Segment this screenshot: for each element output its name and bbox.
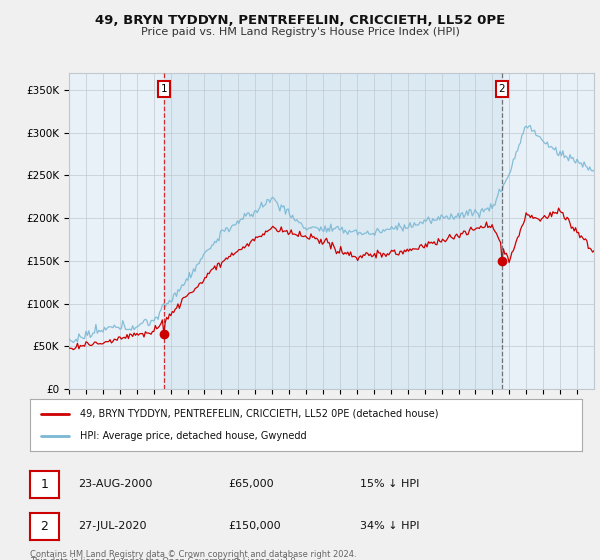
Text: 23-AUG-2000: 23-AUG-2000 (78, 479, 152, 489)
Text: £65,000: £65,000 (228, 479, 274, 489)
Bar (164, 73, 502, 389)
Text: 49, BRYN TYDDYN, PENTREFELIN, CRICCIETH, LL52 0PE (detached house): 49, BRYN TYDDYN, PENTREFELIN, CRICCIETH,… (80, 409, 438, 419)
Text: 27-JUL-2020: 27-JUL-2020 (78, 521, 146, 531)
Text: 2: 2 (499, 84, 505, 94)
Text: 34% ↓ HPI: 34% ↓ HPI (360, 521, 419, 531)
Text: HPI: Average price, detached house, Gwynedd: HPI: Average price, detached house, Gwyn… (80, 431, 307, 441)
Text: 2: 2 (40, 520, 49, 533)
Text: 49, BRYN TYDDYN, PENTREFELIN, CRICCIETH, LL52 0PE: 49, BRYN TYDDYN, PENTREFELIN, CRICCIETH,… (95, 14, 505, 27)
Text: 1: 1 (160, 84, 167, 94)
Text: Price paid vs. HM Land Registry's House Price Index (HPI): Price paid vs. HM Land Registry's House … (140, 27, 460, 38)
Text: This data is licensed under the Open Government Licence v3.0.: This data is licensed under the Open Gov… (30, 557, 298, 560)
Text: Contains HM Land Registry data © Crown copyright and database right 2024.: Contains HM Land Registry data © Crown c… (30, 550, 356, 559)
Text: £150,000: £150,000 (228, 521, 281, 531)
Text: 15% ↓ HPI: 15% ↓ HPI (360, 479, 419, 489)
Text: 1: 1 (40, 478, 49, 491)
